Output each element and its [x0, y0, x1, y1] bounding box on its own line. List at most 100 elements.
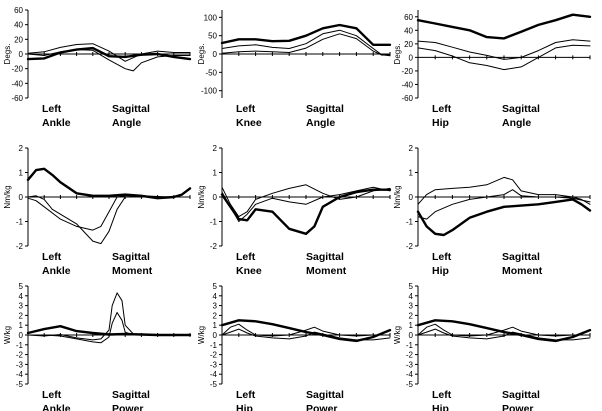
chart-5-ytick-label: -1	[210, 218, 218, 227]
chart-4: 2 1 0 -1 -2 Nm/kg Left Ankle Sagittal Moment	[3, 144, 192, 277]
chart-6-series-thin	[417, 189, 591, 220]
chart-8-ytick-label: -5	[210, 380, 218, 389]
chart-7-caption-left-2: Ankle	[42, 403, 71, 411]
chart-1-series-bold	[26, 46, 192, 61]
chart-3-ytick-label: -60	[401, 94, 413, 103]
chart-5-ytick-label: 1	[213, 169, 218, 178]
chart-7-ytick-label: 2	[19, 311, 24, 320]
chart-9-ytick-label: 0	[409, 331, 414, 340]
chart-3-series-bold	[416, 13, 592, 40]
chart-5-series-thin	[221, 186, 391, 222]
chart-2-caption-left-1: Left	[236, 103, 256, 115]
chart-4-ytick-label: -2	[16, 242, 24, 251]
chart-3-ytick-label: 40	[404, 26, 413, 35]
chart-5-ytick-label: 2	[213, 144, 218, 153]
chart-5-ytick-label: 0	[213, 193, 218, 202]
chart-3-caption-right-2: Angle	[502, 117, 531, 129]
chart-1-ytick-label: 40	[14, 21, 23, 30]
chart-7-ytick-label: -5	[16, 380, 24, 389]
chart-9-ytick-label: 2	[409, 311, 414, 320]
chart-8-caption-right-2: Power	[306, 403, 338, 411]
chart-1: 60 40 20 0 -20 -40 -60 Degs. Left Ankle Sagittal An…	[3, 6, 192, 129]
chart-7-ytick-label: 5	[19, 282, 24, 291]
chart-4-ylabel: Nm/kg	[3, 185, 12, 208]
chart-9-ytick-label: -3	[406, 360, 414, 369]
chart-2-ytick-label: -50	[205, 68, 217, 77]
chart-6-ytick-label: -1	[406, 218, 414, 227]
chart-2-series-thin	[221, 29, 391, 57]
chart-3-ylabel: Degs.	[393, 44, 402, 65]
chart-9-caption-left-2: Hip	[432, 403, 449, 411]
chart-9-caption-right-1: Sagittal	[502, 389, 540, 401]
chart-5-caption-right-1: Sagittal	[306, 251, 344, 263]
chart-4-ytick-label: 0	[19, 193, 24, 202]
chart-5: 2 1 0 -1 -2 Nm/kg Left Knee Sagittal Moment	[197, 144, 392, 277]
chart-7-series-thin	[27, 312, 191, 344]
chart-8-ytick-label: -4	[210, 370, 218, 379]
chart-7-caption-right-1: Sagittal	[112, 389, 150, 401]
chart-6-caption-left-1: Left	[432, 251, 452, 263]
chart-1-series-thin	[27, 43, 191, 62]
chart-2-caption-left-2: Knee	[236, 117, 262, 129]
chart-1-ytick-label: 0	[19, 50, 24, 59]
chart-1-caption-left-1: Left	[42, 103, 62, 115]
chart-4-series-thin	[27, 195, 191, 231]
chart-8-ytick-label: 0	[213, 331, 218, 340]
chart-9-ytick-label: 3	[409, 302, 414, 311]
chart-3-ytick-label: 20	[404, 40, 413, 49]
chart-8-series-thin	[221, 328, 391, 341]
chart-8-ytick-label: 3	[213, 302, 218, 311]
chart-8-caption-left-1: Left	[236, 389, 256, 401]
chart-9-ytick-label: 5	[409, 282, 414, 291]
chart-9-series-thin	[417, 328, 591, 341]
chart-5-caption-right-2: Moment	[306, 265, 347, 277]
chart-2-series-bold	[220, 23, 392, 46]
chart-4-caption-left-2: Ankle	[42, 265, 71, 277]
chart-8-ytick-label: 4	[213, 292, 218, 301]
chart-8-caption-left-2: Hip	[236, 403, 253, 411]
chart-1-series-thin	[27, 49, 191, 72]
chart-6-ylabel: Nm/kg	[393, 185, 402, 208]
chart-8-ylabel: W/kg	[197, 326, 206, 344]
chart-7-ytick-label: 4	[19, 292, 24, 301]
chart-3-ytick-label: -20	[401, 67, 413, 76]
chart-2-caption-right-1: Sagittal	[306, 103, 344, 115]
chart-6: 2 1 0 -1 -2 Nm/kg Left Hip Sagittal Moment	[393, 144, 592, 277]
chart-7-ylabel: W/kg	[3, 326, 12, 344]
chart-1-ytick-label: 60	[14, 6, 23, 15]
chart-8-ytick-label: -3	[210, 360, 218, 369]
chart-2-ytick-label: -100	[201, 87, 218, 96]
chart-8-ytick-label: 1	[213, 321, 218, 330]
chart-6-ytick-label: -2	[406, 242, 414, 251]
chart-5-caption-left-1: Left	[236, 251, 256, 263]
chart-7-ytick-label: 3	[19, 302, 24, 311]
chart-1-ytick-label: -60	[11, 94, 23, 103]
chart-9-ytick-label: 1	[409, 321, 414, 330]
chart-9-ytick-label: -1	[406, 341, 414, 350]
chart-4-caption-right-2: Moment	[112, 265, 153, 277]
chart-7-ytick-label: -3	[16, 360, 24, 369]
chart-1-caption-right-2: Angle	[112, 117, 141, 129]
chart-7-ytick-label: -4	[16, 370, 24, 379]
chart-5-ytick-label: -2	[210, 242, 218, 251]
chart-6-series-thin	[417, 176, 591, 205]
chart-7-series-thin	[27, 292, 191, 341]
chart-4-series-thin	[27, 195, 191, 245]
chart-2: 100 50 0 -50 -100 Degs. Left Knee Sagittal Angle	[197, 10, 392, 129]
chart-9-series-thin	[417, 323, 591, 337]
chart-1-ylabel: Degs.	[3, 44, 12, 65]
chart-2-ytick-label: 0	[213, 50, 218, 59]
chart-6-caption-left-2: Hip	[432, 265, 449, 277]
chart-2-ytick-label: 100	[204, 13, 218, 22]
chart-4-series-bold	[26, 167, 192, 200]
chart-6-series-bold	[416, 198, 592, 237]
chart-3-caption-left-2: Hip	[432, 117, 449, 129]
chart-1-ytick-label: -40	[11, 79, 23, 88]
chart-9-caption-left-1: Left	[432, 389, 452, 401]
chart-1-caption-left-2: Ankle	[42, 117, 71, 129]
chart-1-ytick-label: -20	[11, 65, 23, 74]
chart-6-ytick-label: 1	[409, 169, 414, 178]
